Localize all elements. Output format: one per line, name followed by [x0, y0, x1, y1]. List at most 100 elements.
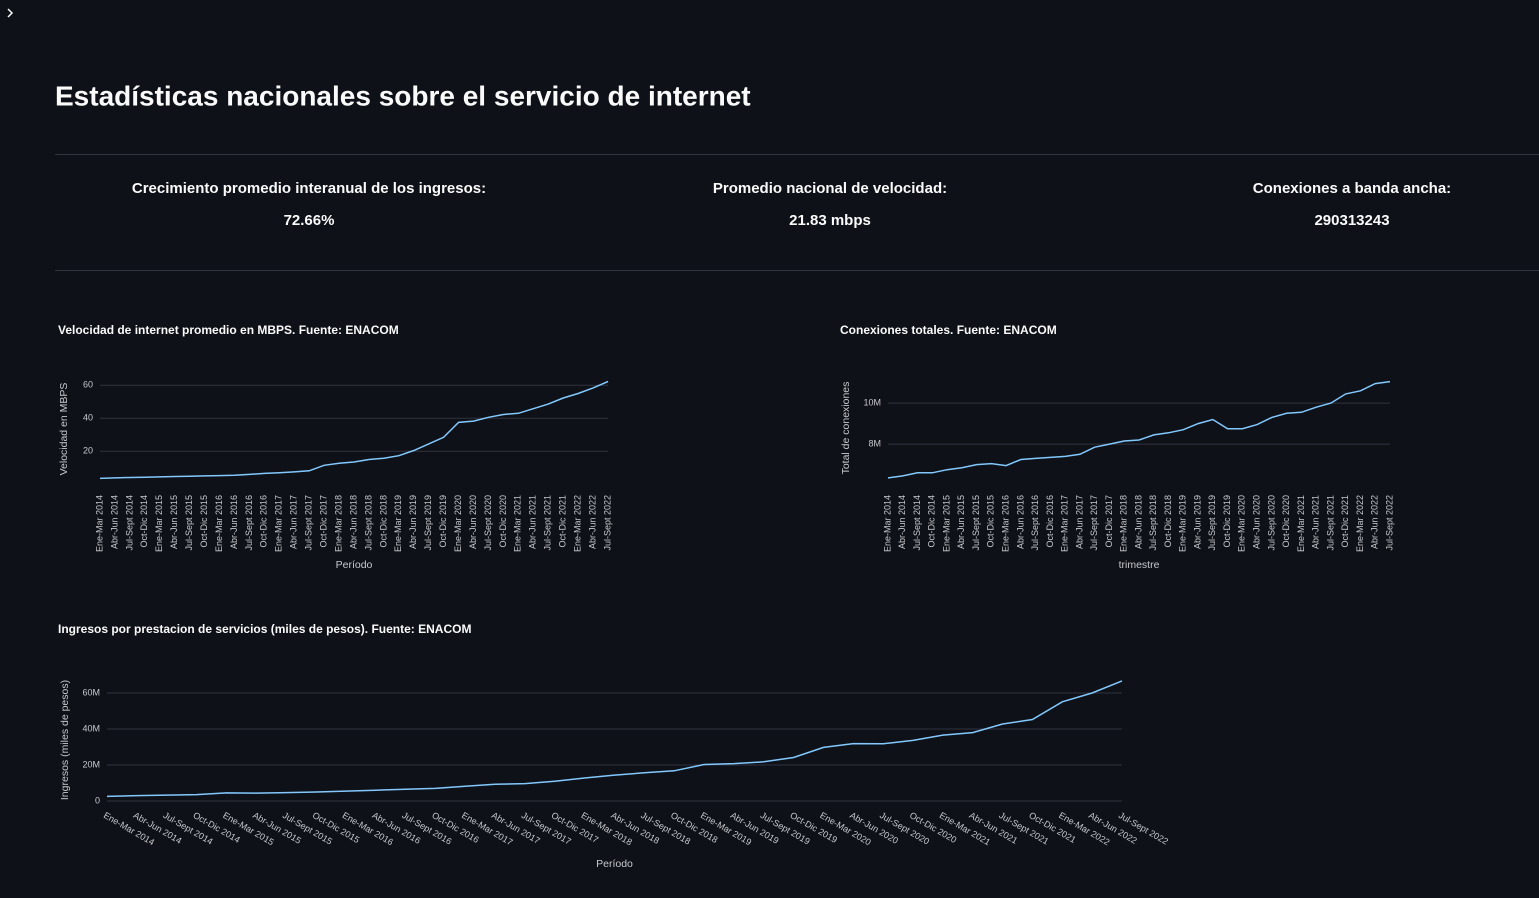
- x-tick-label: Abr-Jun 2017: [289, 495, 299, 549]
- x-tick-label: Abr-Jun 2020: [1251, 495, 1261, 549]
- x-tick-label: Oct-Dic 2017: [318, 495, 328, 548]
- x-tick-label: Abr-Jun 2019: [1192, 495, 1202, 549]
- metric-value: 21.83 mbps: [789, 212, 871, 229]
- x-tick-label: Oct-Dic 2016: [1045, 495, 1055, 548]
- x-tick-label: Jul-Sept 2016: [244, 495, 254, 551]
- data-line: [99, 380, 609, 480]
- x-tick-label: Jul-Sept 2022: [1384, 495, 1394, 551]
- x-tick-label: Abr-Jun 2022: [587, 495, 597, 549]
- metric-label: Promedio nacional de velocidad:: [713, 180, 947, 197]
- x-tick-label: Ene-Mar 2022: [572, 495, 582, 552]
- y-tick-label: 0: [95, 795, 100, 805]
- x-tick-label: Ene-Mar 2016: [1000, 495, 1010, 552]
- x-tick-label: Abr-Jun 2017: [1074, 495, 1084, 549]
- metric-label: Crecimiento promedio interanual de los i…: [132, 180, 486, 197]
- x-tick-label: Jul-Sept 2021: [543, 495, 553, 551]
- x-tick-label: Ene-Mar 2017: [1060, 495, 1070, 552]
- x-tick-label: Jul-Sept 2016: [1030, 495, 1040, 551]
- x-tick-label: Oct-Dic 2017: [1104, 495, 1114, 548]
- metric-label: Conexiones a banda ancha:: [1253, 180, 1451, 197]
- x-axis-title: Período: [336, 559, 373, 571]
- x-tick-label: Abr-Jun 2016: [1015, 495, 1025, 549]
- x-tick-label: Abr-Jun 2018: [1133, 495, 1143, 549]
- sidebar-toggle[interactable]: [7, 8, 14, 18]
- y-tick-label: 60M: [82, 687, 100, 697]
- y-tick-label: 40M: [82, 723, 100, 733]
- x-tick-label: Ene-Mar 2015: [154, 495, 164, 552]
- x-tick-label: Ene-Mar 2014: [94, 495, 104, 552]
- chart-title: Velocidad de internet promedio en MBPS. …: [58, 323, 399, 337]
- x-tick-label: Oct-Dic 2019: [1222, 495, 1232, 548]
- x-tick-label: Abr-Jun 2015: [956, 495, 966, 549]
- x-tick-label: Jul-Sept 2017: [304, 495, 314, 551]
- x-tick-label: Oct-Dic 2015: [199, 495, 209, 548]
- x-tick-label: Abr-Jun 2021: [1311, 495, 1321, 549]
- x-tick-label: Ene-Mar 2018: [333, 495, 343, 552]
- x-tick-label: Jul-Sept 2021: [1325, 495, 1335, 551]
- x-tick-label: Oct-Dic 2014: [927, 495, 937, 548]
- x-tick-label: Ene-Mar 2014: [882, 495, 892, 552]
- x-tick-label: Abr-Jun 2014: [897, 495, 907, 549]
- x-tick-label: Ene-Mar 2021: [513, 495, 523, 552]
- x-tick-label: Jul-Sept 2019: [423, 495, 433, 551]
- x-tick-label: Abr-Jun 2021: [528, 495, 538, 549]
- y-tick-label: 60: [83, 380, 93, 390]
- x-tick-label: Abr-Jun 2019: [408, 495, 418, 549]
- x-tick-label: Oct-Dic 2014: [139, 495, 149, 548]
- x-tick-label: Jul-Sept 2014: [124, 495, 134, 551]
- x-tick-label: Abr-Jun 2022: [1370, 495, 1380, 549]
- chart-title: Ingresos por prestacion de servicios (mi…: [58, 622, 471, 636]
- x-tick-label: Ene-Mar 2021: [1296, 495, 1306, 552]
- y-tick-label: 8M: [868, 438, 881, 448]
- x-tick-label: Ene-Mar 2019: [393, 495, 403, 552]
- x-tick-label: Ene-Mar 2020: [453, 495, 463, 552]
- x-tick-label: Jul-Sept 2015: [971, 495, 981, 551]
- y-tick-label: 20: [83, 446, 93, 456]
- data-line: [106, 680, 1123, 798]
- x-tick-label: Oct-Dic 2020: [1281, 495, 1291, 548]
- x-tick-label: Ene-Mar 2020: [1237, 495, 1247, 552]
- x-tick-label: Jul-Sept 2020: [1266, 495, 1276, 551]
- x-tick-label: Abr-Jun 2016: [229, 495, 239, 549]
- x-tick-label: Ene-Mar 2017: [274, 495, 284, 552]
- x-tick-label: Ene-Mar 2016: [214, 495, 224, 552]
- y-tick-label: 20M: [82, 759, 100, 769]
- data-line: [887, 380, 1391, 479]
- x-tick-label: Jul-Sept 2018: [363, 495, 373, 551]
- x-tick-label: Jul-Sept 2014: [912, 495, 922, 551]
- x-tick-label: Oct-Dic 2021: [558, 495, 568, 548]
- x-tick-label: Abr-Jun 2020: [468, 495, 478, 549]
- x-tick-label: Jul-Sept 2022: [602, 495, 612, 551]
- y-tick-label: 40: [83, 413, 93, 423]
- x-tick-label: Abr-Jun 2015: [169, 495, 179, 549]
- x-tick-label: Ene-Mar 2015: [941, 495, 951, 552]
- x-tick-label: Jul-Sept 2019: [1207, 495, 1217, 551]
- x-tick-label: Ene-Mar 2022: [1355, 495, 1365, 552]
- x-tick-label: Oct-Dic 2018: [1163, 495, 1173, 548]
- x-tick-label: Ene-Mar 2018: [1119, 495, 1129, 552]
- x-tick-label: Abr-Jun 2014: [109, 495, 119, 549]
- x-tick-label: Oct-Dic 2018: [378, 495, 388, 548]
- x-tick-label: Jul-Sept 2018: [1148, 495, 1158, 551]
- x-tick-label: Jul-Sept 2017: [1089, 495, 1099, 551]
- x-tick-label: Oct-Dic 2021: [1340, 495, 1350, 548]
- y-tick-label: 10M: [863, 397, 881, 407]
- y-axis-title: Velocidad en MBPS: [58, 383, 70, 476]
- x-tick-label: Jul-Sept 2015: [184, 495, 194, 551]
- x-tick-label: Oct-Dic 2019: [438, 495, 448, 548]
- x-tick-label: Oct-Dic 2016: [259, 495, 269, 548]
- metric-value: 72.66%: [284, 212, 335, 229]
- x-tick-label: Abr-Jun 2018: [348, 495, 358, 549]
- page-title: Estadísticas nacionales sobre el servici…: [55, 80, 751, 111]
- y-axis-title: Ingresos (miles de pesos): [59, 680, 71, 800]
- x-axis-title: Período: [596, 858, 633, 870]
- x-tick-label: Oct-Dic 2015: [986, 495, 996, 548]
- y-axis-title: Total de conexiones: [840, 382, 852, 475]
- x-axis-title: trimestre: [1119, 559, 1160, 571]
- metric-value: 290313243: [1314, 212, 1389, 229]
- chart-title: Conexiones totales. Fuente: ENACOM: [840, 323, 1057, 337]
- x-tick-label: Oct-Dic 2020: [498, 495, 508, 548]
- x-tick-label: Jul-Sept 2020: [483, 495, 493, 551]
